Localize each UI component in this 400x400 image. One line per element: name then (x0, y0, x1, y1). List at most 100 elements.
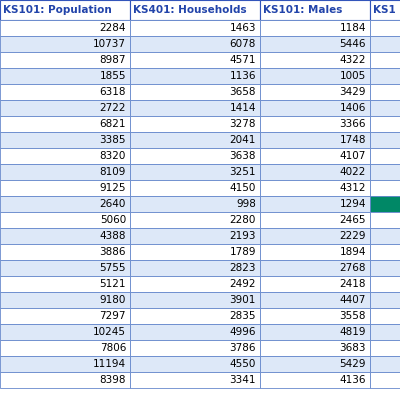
Bar (370, 308, 400, 324)
Bar (0, 324, 130, 340)
Bar (0, 356, 130, 372)
Bar (130, 132, 260, 148)
Bar (260, 148, 370, 164)
Text: 4388: 4388 (100, 231, 126, 241)
Text: 2229: 2229 (340, 231, 366, 241)
Bar (0, 20, 130, 36)
Text: 3638: 3638 (230, 151, 256, 161)
Bar (0, 276, 130, 292)
Bar (370, 180, 400, 196)
Text: 1005: 1005 (340, 71, 366, 81)
Text: 1294: 1294 (340, 199, 366, 209)
Bar (0, 116, 130, 132)
Text: 10245: 10245 (93, 327, 126, 337)
Bar (260, 276, 370, 292)
Bar (370, 20, 400, 36)
Bar (260, 116, 370, 132)
Text: KS101: Males: KS101: Males (263, 5, 342, 15)
Bar (0, 100, 130, 116)
Text: 9180: 9180 (100, 295, 126, 305)
Bar (260, 212, 370, 228)
Text: 3886: 3886 (100, 247, 126, 257)
Text: 10737: 10737 (93, 39, 126, 49)
Bar (260, 164, 370, 180)
Bar (260, 180, 370, 196)
Bar (260, 196, 370, 212)
Text: 11194: 11194 (93, 359, 126, 369)
Bar (130, 68, 260, 84)
Bar (260, 132, 370, 148)
Text: 1414: 1414 (230, 103, 256, 113)
Text: KS1: KS1 (373, 5, 396, 15)
Text: 9125: 9125 (100, 183, 126, 193)
Text: 8320: 8320 (100, 151, 126, 161)
Bar (260, 292, 370, 308)
Bar (370, 324, 400, 340)
Text: 6821: 6821 (100, 119, 126, 129)
Bar (370, 116, 400, 132)
Text: 2280: 2280 (230, 215, 256, 225)
Bar (0, 52, 130, 68)
Bar (130, 0, 260, 20)
Text: 4996: 4996 (230, 327, 256, 337)
Bar (130, 228, 260, 244)
Bar (0, 36, 130, 52)
Text: 4136: 4136 (340, 375, 366, 385)
Bar (130, 244, 260, 260)
Text: 2768: 2768 (340, 263, 366, 273)
Text: 3558: 3558 (340, 311, 366, 321)
Text: 2640: 2640 (100, 199, 126, 209)
Text: 5446: 5446 (340, 39, 366, 49)
Text: 7806: 7806 (100, 343, 126, 353)
Bar (0, 196, 130, 212)
Text: 1136: 1136 (230, 71, 256, 81)
Text: 3658: 3658 (230, 87, 256, 97)
Bar (370, 68, 400, 84)
Bar (370, 36, 400, 52)
Bar (0, 340, 130, 356)
Text: 5060: 5060 (100, 215, 126, 225)
Bar (260, 84, 370, 100)
Text: 4407: 4407 (340, 295, 366, 305)
Text: 4819: 4819 (340, 327, 366, 337)
Text: 2284: 2284 (100, 23, 126, 33)
Bar (130, 372, 260, 388)
Text: KS101: Population: KS101: Population (3, 5, 112, 15)
Text: 1894: 1894 (340, 247, 366, 257)
Bar (260, 52, 370, 68)
Bar (260, 260, 370, 276)
Bar (130, 340, 260, 356)
Text: 6078: 6078 (230, 39, 256, 49)
Bar (130, 20, 260, 36)
Bar (0, 228, 130, 244)
Bar (130, 324, 260, 340)
Text: 4150: 4150 (230, 183, 256, 193)
Bar (260, 308, 370, 324)
Bar (260, 340, 370, 356)
Bar (260, 228, 370, 244)
Bar (370, 196, 400, 212)
Text: 2041: 2041 (230, 135, 256, 145)
Bar (0, 164, 130, 180)
Bar (260, 324, 370, 340)
Bar (0, 372, 130, 388)
Bar (370, 244, 400, 260)
Bar (370, 372, 400, 388)
Bar (370, 84, 400, 100)
Text: 2835: 2835 (230, 311, 256, 321)
Bar (260, 0, 370, 20)
Bar (130, 260, 260, 276)
Bar (370, 260, 400, 276)
Text: 2193: 2193 (230, 231, 256, 241)
Bar (0, 132, 130, 148)
Text: 5755: 5755 (100, 263, 126, 273)
Bar (0, 292, 130, 308)
Text: 1789: 1789 (230, 247, 256, 257)
Text: 3278: 3278 (230, 119, 256, 129)
Text: 3366: 3366 (340, 119, 366, 129)
Bar (370, 292, 400, 308)
Text: 1748: 1748 (340, 135, 366, 145)
Bar (130, 180, 260, 196)
Bar (0, 0, 130, 20)
Bar (130, 292, 260, 308)
